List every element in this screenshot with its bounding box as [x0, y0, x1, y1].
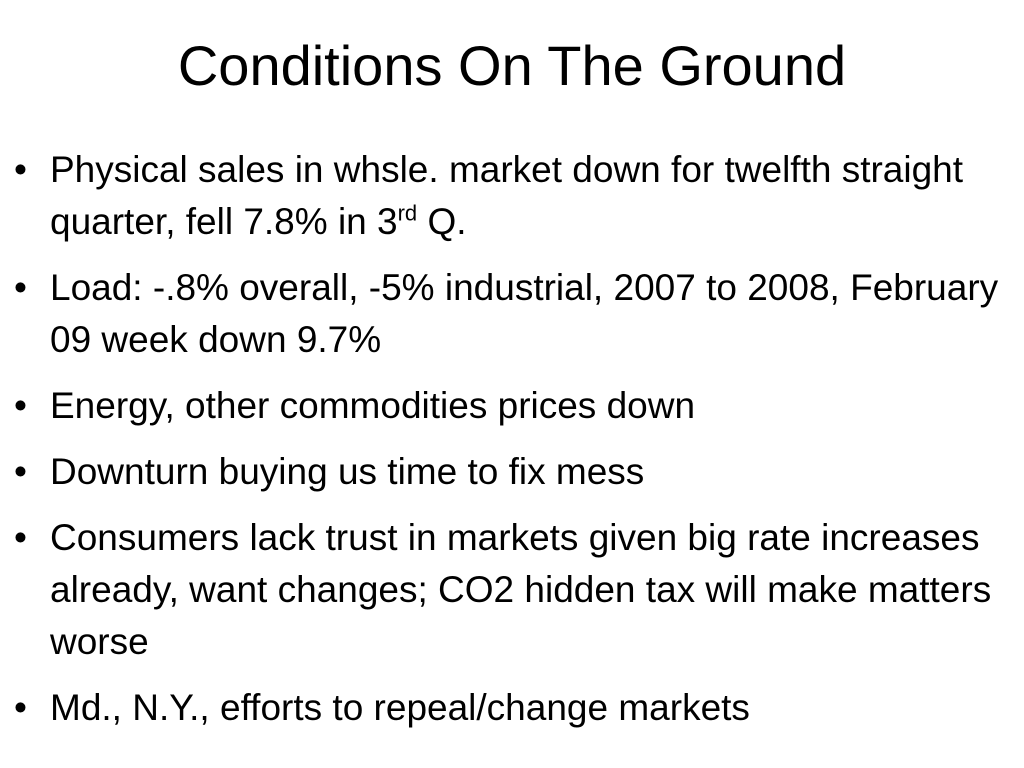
- bullet-icon: •: [14, 385, 27, 426]
- bullet-text: Md., N.Y., efforts to repeal/change mark…: [50, 687, 750, 728]
- bullet-item: • Md., N.Y., efforts to repeal/change ma…: [0, 682, 1024, 734]
- bullet-icon: •: [14, 149, 27, 190]
- bullet-text: Energy, other commodities prices down: [50, 385, 696, 426]
- bullet-superscript: rd: [397, 200, 418, 226]
- bullet-text: Downturn buying us time to fix mess: [50, 451, 645, 492]
- bullet-item: • Consumers lack trust in markets given …: [0, 512, 1024, 668]
- bullet-list: • Physical sales in whsle. market down f…: [0, 144, 1024, 748]
- bullet-icon: •: [14, 687, 27, 728]
- slide-title: Conditions On The Ground: [177, 34, 847, 97]
- bullet-text: Physical sales in whsle. market down for…: [50, 149, 964, 242]
- bullet-icon: •: [14, 267, 27, 308]
- bullet-item: • Physical sales in whsle. market down f…: [0, 144, 1024, 248]
- bullet-text: Consumers lack trust in markets given bi…: [50, 517, 992, 662]
- bullet-icon: •: [14, 451, 27, 492]
- bullet-item: • Downturn buying us time to fix mess: [0, 446, 1024, 498]
- bullet-text: Load: -.8% overall, -5% industrial, 2007…: [50, 267, 999, 360]
- bullet-item: • Energy, other commodities prices down: [0, 380, 1024, 432]
- bullet-text-end: Q.: [417, 201, 467, 242]
- bullet-icon: •: [14, 517, 27, 558]
- bullet-item: • Load: -.8% overall, -5% industrial, 20…: [0, 262, 1024, 366]
